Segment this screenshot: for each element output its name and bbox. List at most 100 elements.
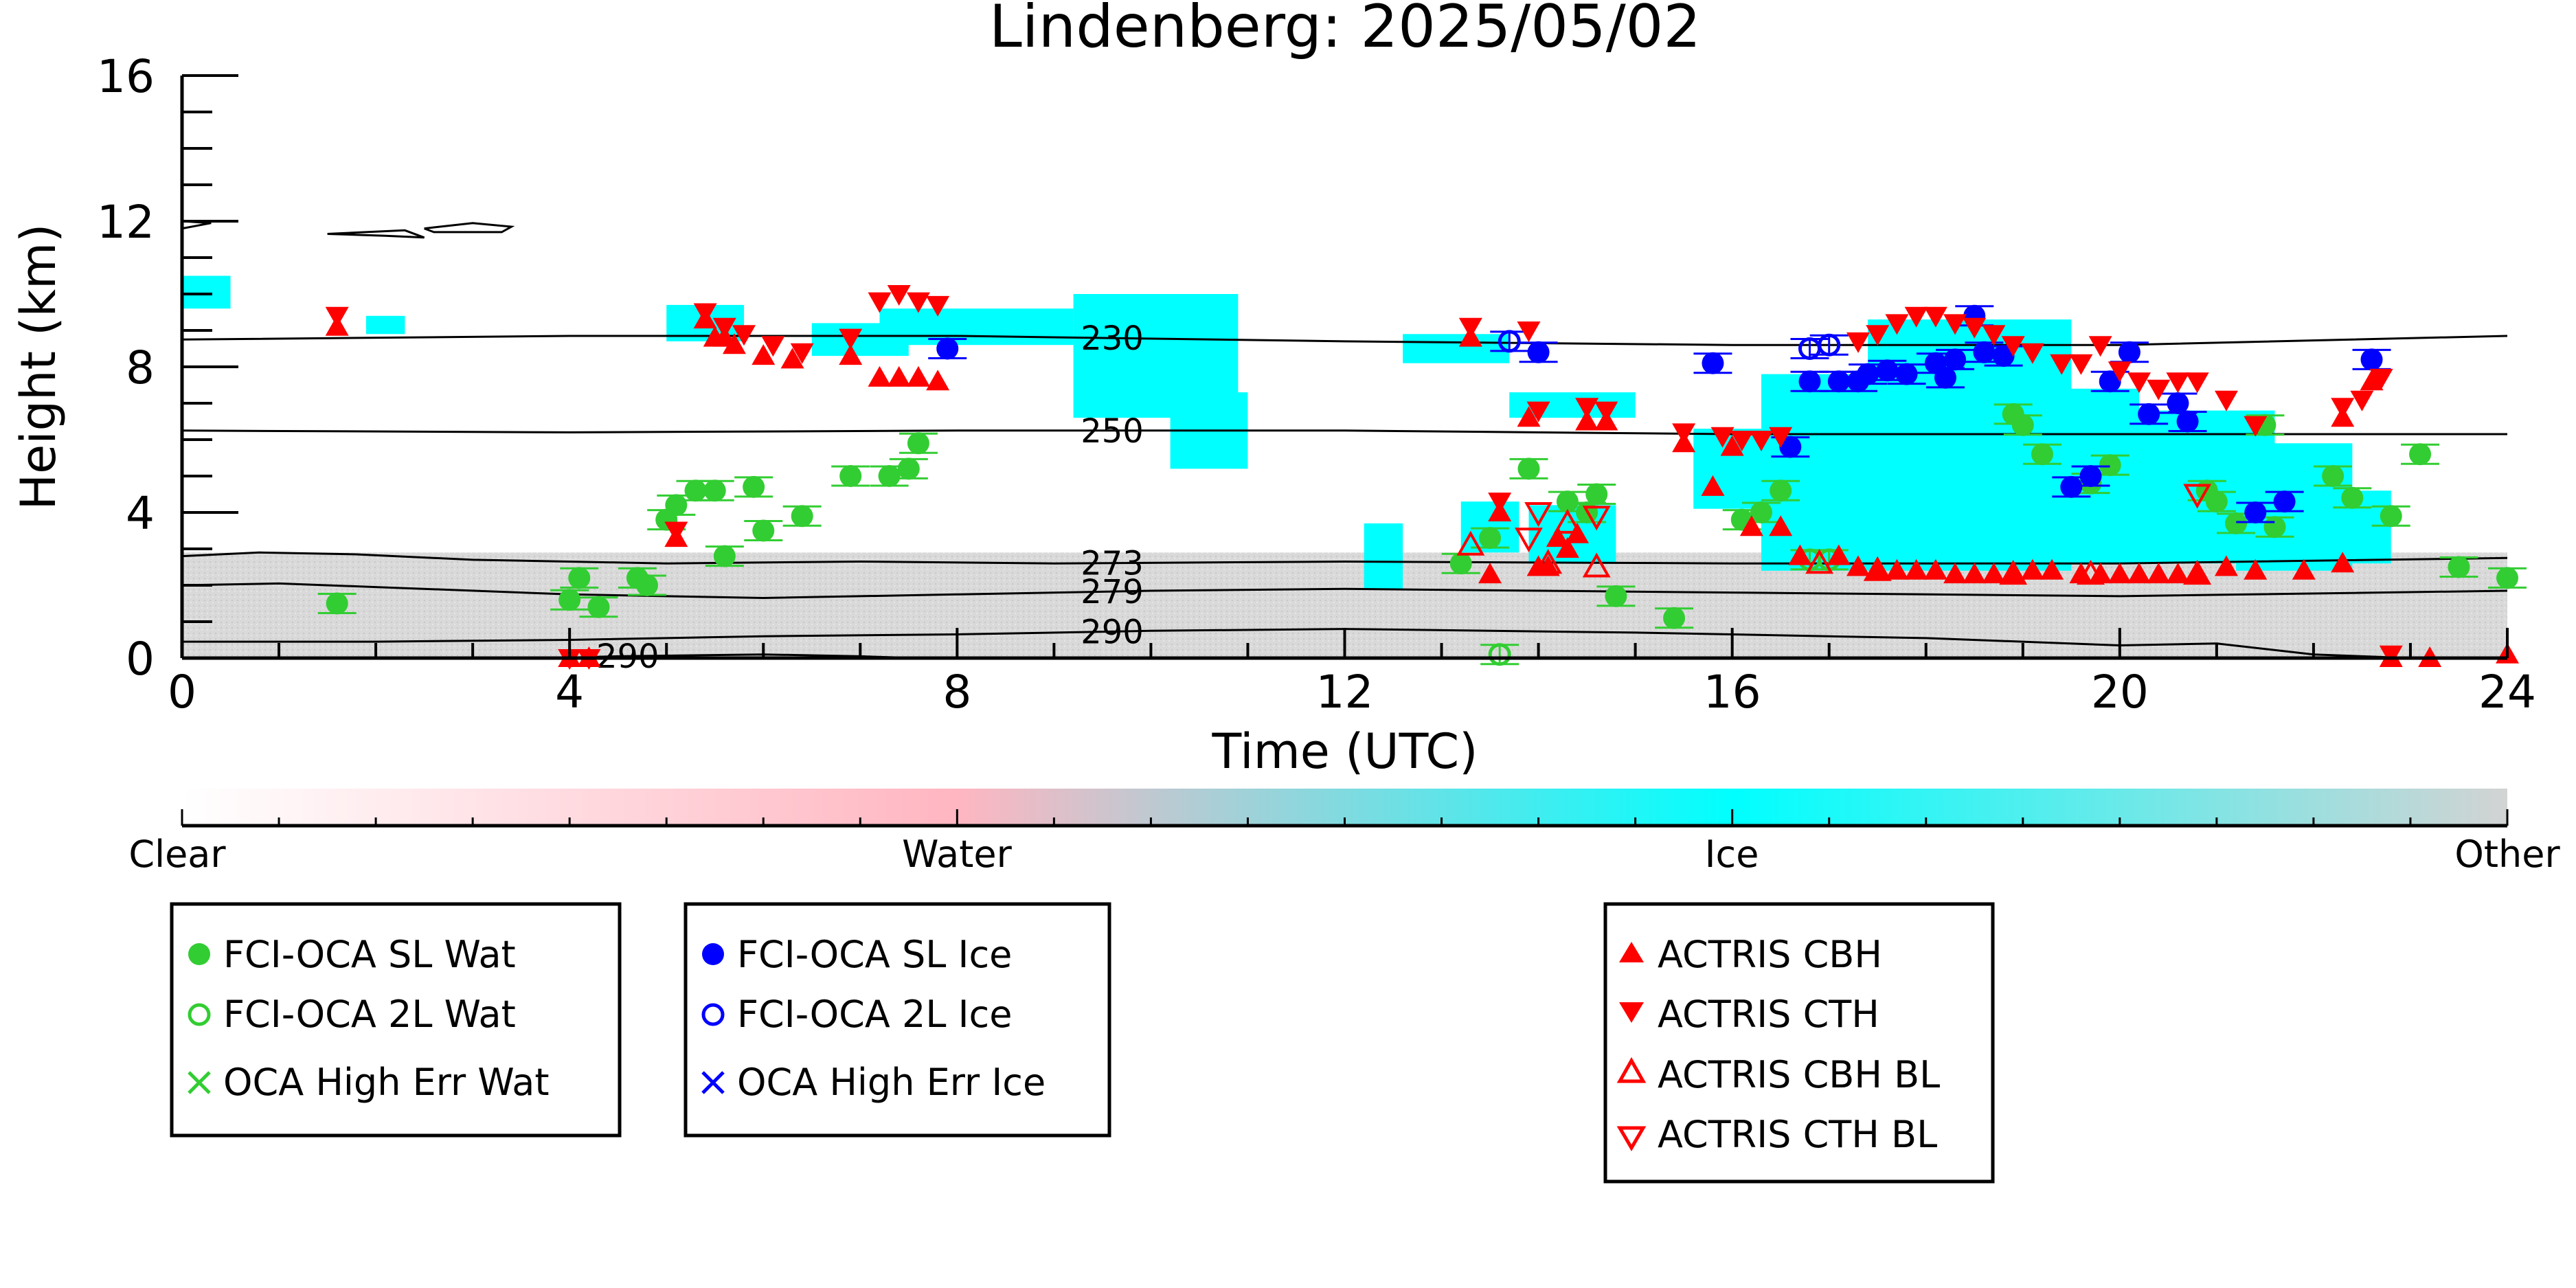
point-6-50 xyxy=(2185,563,2209,584)
legend-marker-cth-bl xyxy=(1616,1126,1647,1151)
point-0-39 xyxy=(2322,465,2345,487)
point-7-11 xyxy=(887,285,911,306)
point-0-12 xyxy=(752,519,775,542)
point-6-31 xyxy=(1788,544,1812,565)
legend-marker-cbh xyxy=(1619,942,1644,962)
legend-label-sl-wat: FCI-OCA SL Wat xyxy=(223,933,516,976)
point-0-21 xyxy=(1556,490,1579,513)
point-0-17 xyxy=(907,432,929,455)
legend-marker-sl-ice xyxy=(702,943,724,965)
isotherm-230-0 xyxy=(182,335,2507,346)
legend-actris-box xyxy=(1603,902,1995,1184)
point-6-56 xyxy=(2360,370,2384,391)
series-fci-oca-sl-ice xyxy=(928,304,2391,523)
point-0-28 xyxy=(1770,479,1792,502)
point-6-8 xyxy=(752,344,776,365)
point-6-47 xyxy=(2127,563,2151,584)
point-6-53 xyxy=(2292,558,2316,580)
point-6-20 xyxy=(1536,555,1560,576)
isotherm-label-0: 230 xyxy=(1081,319,1144,358)
x-tick-label-16: 16 xyxy=(1704,666,1761,719)
legend-marker-cth xyxy=(1619,1002,1644,1023)
point-7-39 xyxy=(2127,372,2151,394)
point-0-27 xyxy=(1750,501,1772,523)
isotherm-label-3: 279 xyxy=(1081,573,1144,611)
point-3-0 xyxy=(936,337,959,360)
point-3-20 xyxy=(2138,403,2160,425)
point-0-10 xyxy=(713,545,736,567)
point-9-0 xyxy=(1524,502,1553,528)
point-7-24 xyxy=(1769,427,1793,448)
y-axis-label: Height (km) xyxy=(10,224,67,510)
point-3-2 xyxy=(1702,352,1724,374)
point-7-17 xyxy=(1526,401,1550,422)
ice-region-13 xyxy=(1761,374,1878,571)
point-0-30 xyxy=(2011,414,2034,436)
series-actris-cth-bl xyxy=(1515,484,2212,553)
point-3-9 xyxy=(1895,363,1918,385)
point-7-21 xyxy=(1710,427,1735,448)
point-6-29 xyxy=(1739,515,1763,536)
x-tick-label-12: 12 xyxy=(1316,666,1374,719)
legend-marker-2l-wat xyxy=(188,1003,211,1026)
series-fci-oca-2l-ice xyxy=(1490,330,1849,360)
point-7-12 xyxy=(906,292,930,313)
point-8-2 xyxy=(1999,560,2028,585)
point-7-7 xyxy=(761,336,785,357)
point-6-21 xyxy=(1546,526,1570,547)
ice-region-7 xyxy=(1364,523,1403,589)
legend-label-cbh-bl: ACTRIS CBH BL xyxy=(1658,1053,1940,1096)
point-0-41 xyxy=(2380,505,2402,528)
point-7-19 xyxy=(1594,401,1618,422)
point-6-32 xyxy=(1827,544,1851,565)
point-3-17 xyxy=(2079,465,2102,487)
legend-label-2l-wat: FCI-OCA 2L Wat xyxy=(223,993,516,1036)
point-7-32 xyxy=(1982,325,2006,346)
point-6-7 xyxy=(722,333,746,354)
y-axis-ticks: 0 4 8 12 16 xyxy=(97,50,238,686)
point-0-44 xyxy=(2496,567,2518,589)
point-7-40 xyxy=(2147,379,2171,400)
point-0-20 xyxy=(1517,457,1540,480)
point-1-0 xyxy=(1488,643,1511,666)
point-3-1 xyxy=(1527,341,1550,363)
high-contour-1 xyxy=(424,222,515,234)
point-3-3 xyxy=(1779,436,1802,458)
chart-title: Lindenberg: 2025/05/02 xyxy=(989,0,1701,61)
point-8-5 xyxy=(1456,530,1485,556)
legend-label-higherr-wat: OCA High Err Wat xyxy=(223,1061,550,1104)
legend-label-2l-ice: FCI-OCA 2L Ice xyxy=(737,993,1012,1036)
point-7-22 xyxy=(1730,431,1754,451)
point-7-30 xyxy=(1943,314,1967,335)
point-6-51 xyxy=(2214,555,2238,576)
legend-marker-higherr-wat xyxy=(188,1071,211,1094)
point-7-38 xyxy=(2108,361,2132,383)
point-0-13 xyxy=(791,505,813,528)
point-7-42 xyxy=(2185,372,2209,394)
point-0-43 xyxy=(2448,556,2470,578)
legend-marker-higherr-ice xyxy=(701,1071,725,1094)
point-7-28 xyxy=(1904,306,1928,328)
x-tick-label-4: 4 xyxy=(555,666,584,719)
point-3-8 xyxy=(1876,359,1899,382)
point-7-34 xyxy=(2020,343,2044,364)
legend-ice: FCI-OCA SL Ice FCI-OCA 2L Ice OCA High E… xyxy=(683,902,1111,1138)
legend-label-cth: ACTRIS CTH xyxy=(1658,993,1879,1036)
point-6-11 xyxy=(868,365,892,387)
colorbar-label-water: Water xyxy=(902,833,1012,876)
point-3-16 xyxy=(2060,475,2083,498)
point-3-18 xyxy=(2099,370,2121,393)
point-6-37 xyxy=(1923,558,1947,580)
axes: 0 4 8 12 16 20 24 0 4 8 12 16 Time (UTC) Height (k… xyxy=(10,50,2536,780)
point-0-42 xyxy=(2409,443,2432,466)
point-0-14 xyxy=(839,465,862,487)
colorbar-label-ice: Ice xyxy=(1705,833,1759,876)
isotherm-label-1: 250 xyxy=(1081,412,1144,451)
point-7-20 xyxy=(1672,423,1696,444)
point-7-35 xyxy=(2050,354,2074,375)
point-0-2 xyxy=(568,567,591,589)
y-tick-label-4: 4 xyxy=(126,487,155,540)
point-8-0 xyxy=(1805,549,1834,574)
point-3-5 xyxy=(1827,370,1850,393)
